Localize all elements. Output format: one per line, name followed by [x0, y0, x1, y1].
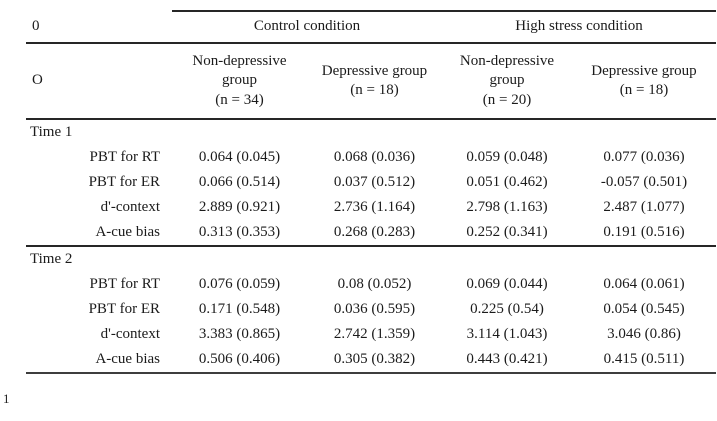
table-row-t1-pbt-rt: PBT for RT 0.064 (0.045) 0.068 (0.036) 0… — [26, 145, 716, 170]
data-cell: 3.383 (0.865) — [198, 325, 281, 342]
data-cell: 2.736 (1.164) — [333, 198, 416, 215]
table-row-t2-pbt-rt: PBT for RT 0.076 (0.059) 0.08 (0.052) 0.… — [26, 272, 716, 297]
data-cell: 2.742 (1.359) — [333, 325, 416, 342]
data-cell: 0.268 (0.283) — [333, 223, 416, 240]
data-cell: 0.191 (0.516) — [603, 223, 685, 240]
descriptive-statistics-table: 0 Control condition High stress conditio… — [26, 10, 716, 374]
table-row-t1-pbt-er: PBT for ER 0.066 (0.514) 0.037 (0.512) 0… — [26, 170, 716, 195]
header-line: (n = 18) — [350, 82, 399, 98]
header-line: Depressive group — [321, 62, 428, 79]
data-cell: 3.114 (1.043) — [466, 325, 548, 342]
data-cell: 0.064 (0.045) — [198, 148, 281, 165]
row-label: PBT for RT — [89, 275, 161, 292]
footnote-marker: 1 — [3, 391, 10, 406]
data-cell: 0.252 (0.341) — [466, 223, 548, 240]
data-cell: 0.506 (0.406) — [172, 347, 307, 374]
header-line: group — [222, 72, 257, 89]
data-cell: 2.798 (1.163) — [466, 198, 548, 215]
data-cell: 2.487 (1.077) — [603, 198, 685, 215]
data-cell: 0.076 (0.059) — [198, 275, 281, 292]
data-cell: 2.889 (0.921) — [198, 198, 281, 215]
header-line: Non-depressive — [192, 52, 287, 69]
table-row-t2-acue-bias: A-cue bias 0.506 (0.406) 0.305 (0.382) 0… — [26, 347, 716, 374]
row-label: d'-context — [100, 325, 160, 342]
header-line: (n = 20) — [482, 91, 532, 108]
header-line: Non-depressive — [459, 52, 555, 69]
data-cell: 0.068 (0.036) — [333, 148, 416, 165]
data-cell: 0.069 (0.044) — [466, 275, 548, 292]
header-line: Depressive group — [591, 62, 697, 79]
table-row-t2-dcontext: d'-context 3.383 (0.865) 2.742 (1.359) 3… — [26, 322, 716, 347]
corner-cell-bottom: O — [26, 43, 172, 120]
header-line: (n = 18) — [619, 82, 669, 98]
data-cell: 0.036 (0.595) — [333, 300, 416, 317]
data-cell: 0.051 (0.462) — [466, 173, 548, 190]
section-label-time2: Time 2 — [26, 245, 716, 272]
row-label: A-cue bias — [95, 223, 160, 240]
data-cell: 0.08 (0.052) — [337, 275, 412, 292]
data-cell: -0.057 (0.501) — [600, 173, 688, 190]
table-row-t2-pbt-er: PBT for ER 0.171 (0.548) 0.036 (0.595) 0… — [26, 297, 716, 322]
data-cell: 0.443 (0.421) — [442, 347, 572, 374]
data-cell: 0.225 (0.54) — [470, 300, 544, 317]
corner-cell-top: 0 — [26, 11, 172, 44]
header-stress-depressive-group: Depressive group (n = 18) — [572, 43, 716, 120]
row-label: PBT for ER — [88, 173, 160, 190]
section-row-time1: Time 1 — [26, 119, 716, 145]
data-cell: 0.064 (0.061) — [603, 275, 685, 292]
data-cell: 0.415 (0.511) — [572, 347, 716, 374]
section-row-time2: Time 2 — [26, 245, 716, 272]
data-cell: 0.054 (0.545) — [603, 300, 685, 317]
header-control-nondepressive-group: Non-depressive group (n = 34) — [172, 43, 307, 120]
header-line: (n = 34) — [215, 91, 264, 108]
data-cell: 0.171 (0.548) — [198, 300, 281, 317]
header-high-stress-condition: High stress condition — [442, 10, 716, 44]
data-cell: 0.077 (0.036) — [603, 148, 685, 165]
header-stress-nondepressive-group: Non-depressive group (n = 20) — [442, 43, 572, 120]
section-label-time1: Time 1 — [30, 123, 73, 140]
header-line: group — [489, 72, 525, 89]
table-row-t1-acue-bias: A-cue bias 0.313 (0.353) 0.268 (0.283) 0… — [26, 220, 716, 246]
data-cell: 3.046 (0.86) — [607, 325, 681, 342]
data-cell: 0.305 (0.382) — [307, 347, 442, 374]
row-label: PBT for ER — [88, 300, 160, 317]
header-control-condition: Control condition — [172, 10, 442, 44]
condition-header-row: 0 Control condition High stress conditio… — [26, 10, 716, 44]
row-label: d'-context — [100, 198, 160, 215]
header-control-depressive-group: Depressive group (n = 18) — [307, 43, 442, 120]
data-cell: 0.059 (0.048) — [466, 148, 548, 165]
row-label: A-cue bias — [26, 347, 172, 374]
group-header-row: O Non-depressive group (n = 34) Depressi… — [26, 43, 716, 120]
data-cell: 0.313 (0.353) — [198, 223, 281, 240]
data-cell: 0.066 (0.514) — [198, 173, 281, 190]
table-row-t1-dcontext: d'-context 2.889 (0.921) 2.736 (1.164) 2… — [26, 195, 716, 220]
row-label: PBT for RT — [89, 148, 161, 165]
data-cell: 0.037 (0.512) — [333, 173, 416, 190]
